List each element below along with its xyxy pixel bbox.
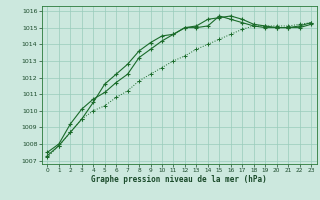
- X-axis label: Graphe pression niveau de la mer (hPa): Graphe pression niveau de la mer (hPa): [91, 175, 267, 184]
